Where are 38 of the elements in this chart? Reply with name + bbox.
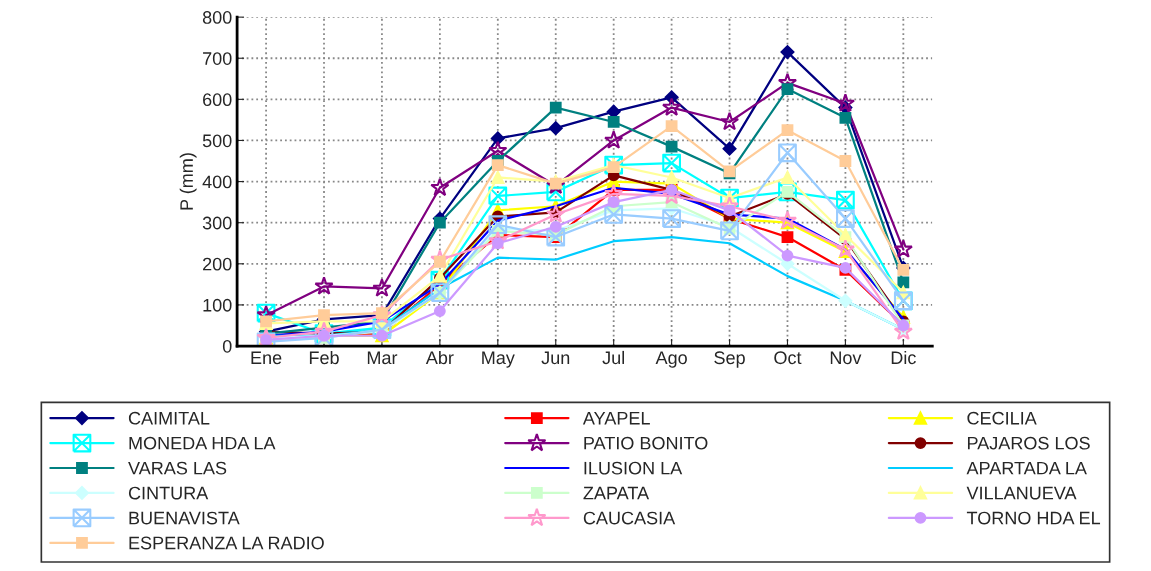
legend-label: AYAPEL: [582, 412, 650, 425]
legend-label: TORNO HDA EL: [966, 511, 1101, 525]
legend-label: ESPERANZA LA RADIO: [129, 536, 324, 550]
y-tick-label: 100: [203, 298, 232, 312]
legend-label: APARTADA LA: [966, 461, 1087, 475]
legend-label: CAUCASIA: [583, 511, 676, 525]
y-axis-title: P (mm): [179, 153, 197, 210]
legend-label: VILLANUEVA: [966, 486, 1077, 500]
legend-label: BUENAVISTA: [129, 511, 240, 525]
y-tick-label: 300: [202, 216, 232, 230]
legend-label: ZAPATA: [583, 486, 650, 500]
y-tick-label: 800: [202, 11, 232, 24]
x-tick-label: Mar: [367, 351, 398, 365]
x-tick-label: Nov: [830, 351, 862, 365]
legend-label: MONEDA HDA LA: [129, 436, 276, 450]
y-tick-label: 0: [222, 339, 232, 353]
y-tick-label: 200: [203, 257, 232, 271]
legend-label: PATIO BONITO: [584, 436, 708, 450]
y-tick-label: 700: [203, 52, 232, 65]
y-tick-label: 400: [202, 175, 232, 189]
x-tick-label: May: [482, 351, 515, 368]
legend-label: CINTURA: [128, 486, 209, 500]
x-tick-label: Ago: [655, 351, 687, 368]
legend-label: ILUSION LA: [584, 461, 683, 475]
x-tick-label: Ene: [251, 351, 282, 365]
x-tick-label: Sep: [714, 351, 745, 368]
y-tick-label: 500: [202, 134, 232, 148]
legend-label: VARAS LAS: [128, 461, 227, 475]
x-tick-label: Feb: [309, 350, 339, 365]
y-tick-label: 600: [203, 93, 232, 107]
legend-label: PAJAROS LOS: [967, 436, 1090, 450]
x-tick-label: Jul: [602, 350, 625, 365]
x-tick-label: Oct: [774, 351, 802, 365]
x-tick-label: Abr: [425, 350, 454, 365]
legend-label: CAIMITAL: [128, 411, 210, 425]
legend-label: CECILIA: [967, 411, 1037, 425]
x-tick-label: Jun: [541, 351, 570, 365]
x-tick-label: Dic: [891, 350, 916, 365]
